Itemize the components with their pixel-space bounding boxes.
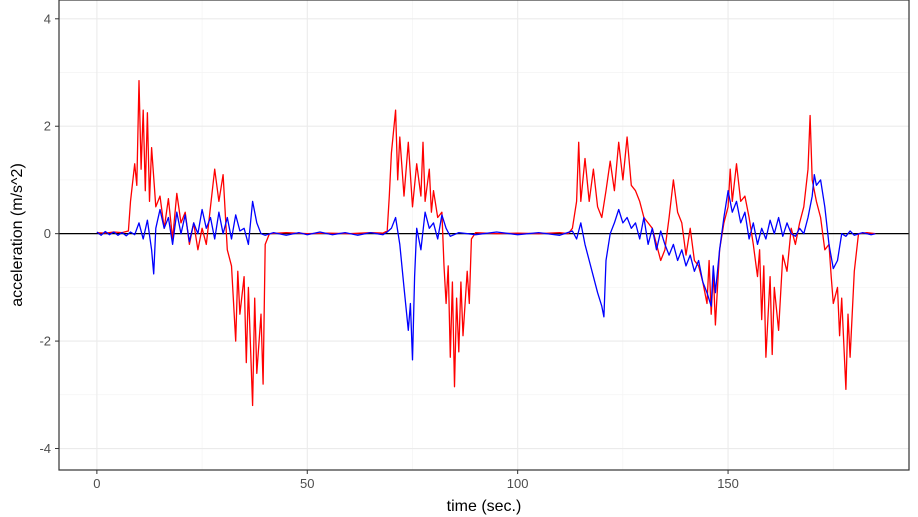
y-tick-label: 4 (44, 11, 51, 26)
plot-panel-border (58, 0, 910, 471)
y-tick-label: -2 (39, 334, 51, 349)
x-tick-label: 100 (507, 476, 529, 491)
y-tick-label: 0 (44, 226, 51, 241)
x-axis-ticks: 0 50 100 150 (93, 470, 739, 491)
data-series (96, 79, 876, 407)
x-axis-title: time (sec.) (447, 498, 522, 515)
x-tick-label: 150 (717, 476, 739, 491)
y-axis-title: acceleration (m/s^2) (9, 163, 26, 307)
y-tick-label: -4 (39, 441, 51, 456)
x-tick-label: 0 (93, 476, 100, 491)
series-line-blue (96, 173, 876, 361)
y-axis-ticks: -4 -2 0 2 4 (39, 11, 59, 456)
x-tick-label: 50 (300, 476, 314, 491)
y-tick-label: 2 (44, 119, 51, 134)
